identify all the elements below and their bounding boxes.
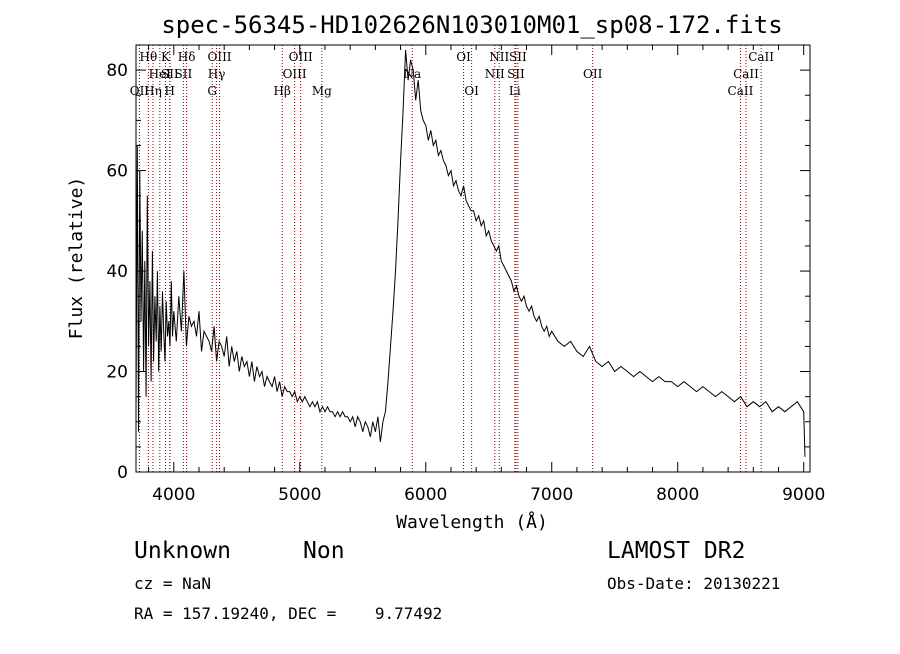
line-marker-label: OII — [583, 67, 603, 81]
line-marker-label: SII — [509, 50, 527, 64]
line-marker-label: Hγ — [208, 67, 226, 81]
line-marker-label: OIII — [207, 50, 231, 64]
redshift-readout: cz = NaN — [134, 574, 212, 593]
y-tick-label: 20 — [106, 363, 128, 383]
line-marker-label: OIII — [289, 50, 313, 64]
line-marker-label: H — [165, 84, 175, 98]
plot-frame — [135, 44, 811, 473]
line-marker-label: G — [207, 84, 217, 98]
x-tick-label: 4000 — [152, 485, 195, 505]
line-marker-label: NII — [485, 67, 505, 81]
line-marker-label: Hθ — [139, 50, 157, 64]
line-marker-label: Na — [403, 67, 421, 81]
spectrum-line — [135, 49, 806, 457]
line-marker-label: CaII — [748, 50, 774, 64]
line-marker-label: SII — [175, 67, 193, 81]
x-axis-ticks: 4000 5000 6000 7000 8000 9000 — [148, 45, 825, 505]
x-tick-label: 5000 — [278, 485, 321, 505]
line-marker-label: OII — [130, 84, 150, 98]
line-marker-label: Hδ — [178, 50, 196, 64]
survey-name: LAMOST DR2 — [607, 538, 746, 564]
coordinates-readout: RA = 157.19240, DEC = 9.77492 — [134, 604, 443, 623]
y-axis-label: Flux (relative) — [66, 177, 87, 340]
line-marker-label: NII — [489, 50, 509, 64]
line-marker-label: Hβ — [274, 84, 291, 98]
line-marker-label: K — [161, 50, 171, 64]
line-marker-label: OI — [464, 84, 479, 98]
line-marker-label: CaII — [728, 84, 754, 98]
spectral-line-markers — [138, 45, 762, 472]
y-tick-label: 0 — [117, 463, 128, 483]
x-axis-label: Wavelength (Å) — [396, 511, 548, 533]
chart-title: spec-56345-HD102626N103010M01_sp08-172.f… — [161, 11, 782, 39]
line-marker-label: SII — [507, 67, 525, 81]
y-tick-label: 60 — [106, 162, 128, 182]
line-marker-label: HeI — [149, 67, 172, 81]
y-tick-label: 80 — [106, 61, 128, 81]
line-marker-label: CaII — [733, 67, 759, 81]
line-marker-label: SII — [161, 67, 179, 81]
y-tick-label: 40 — [106, 262, 128, 282]
line-marker-label: Hη — [144, 84, 162, 98]
line-marker-label: OI — [456, 50, 471, 64]
x-tick-label: 8000 — [656, 485, 699, 505]
object-subclass: Non — [303, 538, 345, 564]
line-marker-label: Li — [509, 84, 521, 98]
observation-date: Obs-Date: 20130221 — [607, 574, 781, 593]
line-marker-label: OIII — [283, 67, 307, 81]
line-marker-label: Mg — [312, 84, 332, 98]
x-tick-label: 6000 — [404, 485, 447, 505]
x-tick-label: 9000 — [782, 485, 825, 505]
y-axis-ticks: 0 20 40 60 80 — [106, 61, 810, 483]
x-tick-label: 7000 — [530, 485, 573, 505]
object-class: Unknown — [134, 538, 231, 564]
